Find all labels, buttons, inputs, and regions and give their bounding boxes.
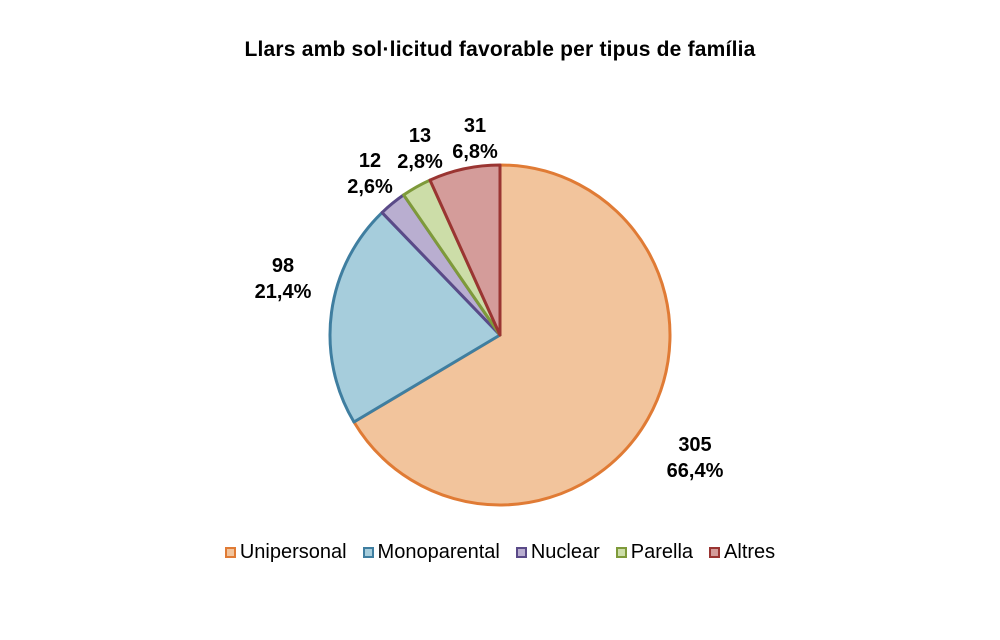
data-label-percent-monoparental: 21,4% bbox=[255, 281, 312, 303]
legend-label: Unipersonal bbox=[239, 541, 347, 563]
data-label-value-altres: 31 bbox=[464, 115, 486, 137]
data-label-percent-parella: 2,8% bbox=[397, 151, 443, 173]
legend-item-altres: Altres bbox=[709, 541, 775, 564]
data-label-percent-altres: 6,8% bbox=[452, 141, 498, 163]
legend-item-parella: Parella bbox=[615, 541, 694, 564]
legend-label: Parella bbox=[630, 541, 694, 563]
legend-swatch bbox=[709, 547, 721, 558]
legend: Unipersonal Monoparental Nuclear Parella Alt… bbox=[0, 541, 1000, 564]
data-label-percent-nuclear: 2,6% bbox=[347, 176, 393, 198]
legend-item-unipersonal: Unipersonal bbox=[224, 541, 347, 564]
legend-label: Monoparental bbox=[377, 541, 500, 563]
data-label-value-unipersonal: 305 bbox=[678, 434, 711, 456]
legend-swatch bbox=[224, 547, 236, 558]
data-label-value-monoparental: 98 bbox=[272, 255, 294, 277]
data-label-percent-unipersonal: 66,4% bbox=[667, 460, 724, 482]
legend-item-monoparental: Monoparental bbox=[362, 541, 500, 564]
pie-slice-altres bbox=[428, 163, 502, 337]
pie-slice-monoparental bbox=[328, 211, 502, 424]
legend-swatch bbox=[615, 547, 627, 558]
legend-label: Nuclear bbox=[530, 541, 600, 563]
legend-item-nuclear: Nuclear bbox=[515, 541, 600, 564]
legend-label: Altres bbox=[724, 541, 776, 563]
data-label-value-nuclear: 12 bbox=[359, 150, 381, 172]
pie-slice-unipersonal bbox=[352, 163, 672, 507]
chart-title: Llars amb sol·licitud favorable per tipu… bbox=[244, 38, 756, 61]
legend-swatch bbox=[515, 547, 527, 558]
data-label-value-parella: 13 bbox=[409, 125, 431, 147]
legend-swatch bbox=[362, 547, 374, 558]
